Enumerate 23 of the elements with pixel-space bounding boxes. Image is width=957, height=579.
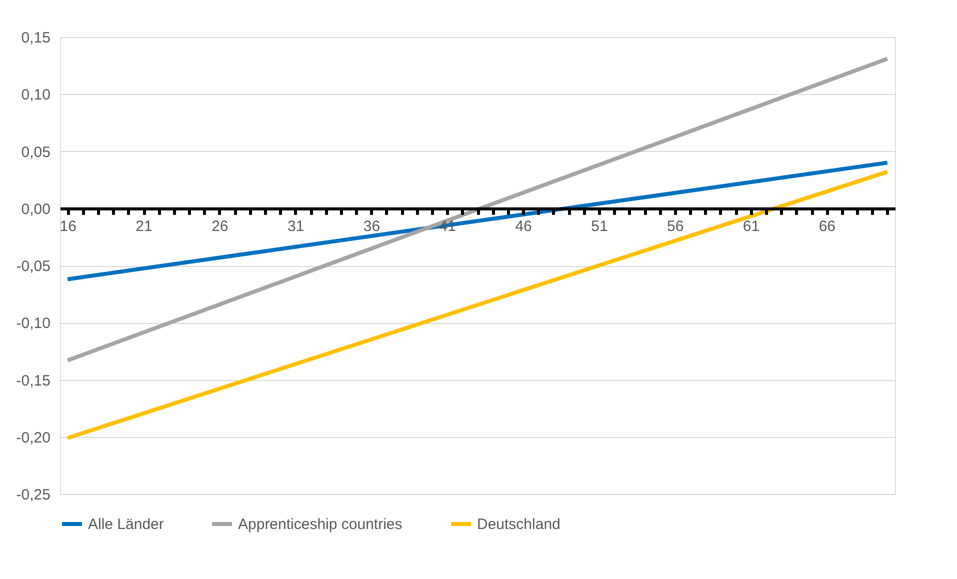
legend-label: Deutschland: [477, 516, 560, 533]
y-tick-label: 0,05: [21, 144, 50, 161]
x-tick-label: 61: [742, 218, 760, 235]
x-tick-label: 31: [287, 218, 304, 235]
x-tick-label: 51: [591, 218, 608, 235]
x-tick-label: 66: [818, 218, 836, 235]
x-tick-label: 36: [363, 218, 380, 235]
x-tick-label: 16: [60, 218, 76, 235]
y-tick-label: -0,10: [16, 315, 50, 332]
y-tick-label: -0,25: [16, 486, 50, 504]
x-tick-label: 46: [515, 218, 532, 235]
y-tick-label: -0,05: [16, 258, 50, 275]
y-tick-label: -0,15: [16, 372, 50, 390]
x-tick-label: 56: [667, 218, 684, 235]
y-tick-label: -0,20: [16, 429, 50, 446]
x-tick-label: 26: [212, 218, 228, 235]
legend-label: Apprenticeship countries: [238, 516, 402, 533]
legend-label: Alle Länder: [88, 516, 164, 533]
x-tick-label: 41: [439, 218, 456, 235]
y-tick-label: 0,15: [21, 30, 50, 46]
x-tick-label: 21: [136, 218, 152, 235]
y-tick-label: 0,00: [21, 200, 50, 218]
y-tick-label: 0,10: [21, 86, 50, 104]
